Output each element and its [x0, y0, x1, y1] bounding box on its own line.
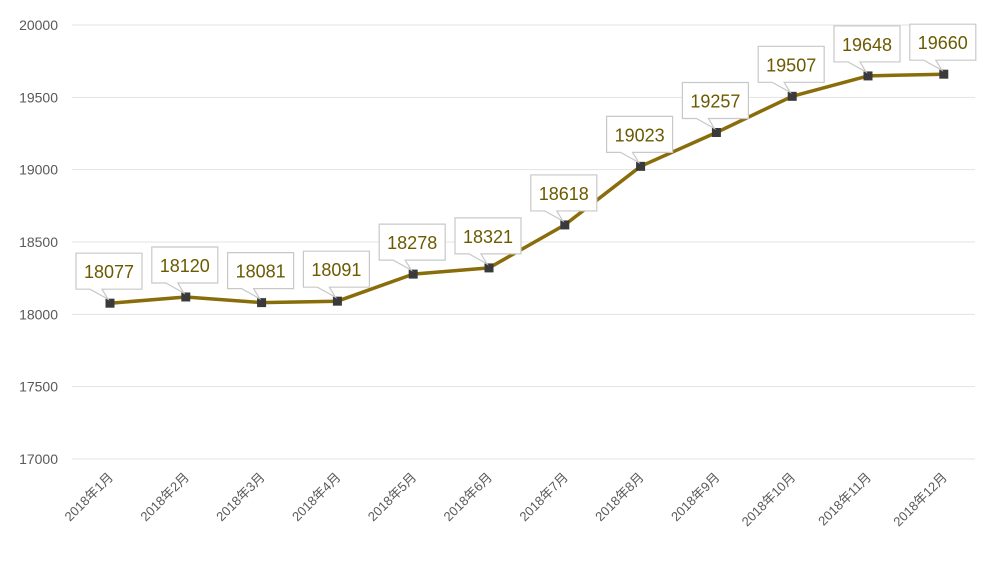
data-point-marker — [408, 269, 418, 279]
data-label-box — [606, 115, 674, 164]
data-point-marker — [332, 296, 342, 306]
data-label-box — [151, 246, 219, 295]
data-label: 18618 — [539, 184, 589, 204]
data-label-box — [75, 252, 143, 301]
y-tick-label: 18000 — [19, 306, 58, 322]
y-axis-tick-labels: 17000 17500 18000 18500 19000 19500 20000 — [19, 17, 58, 467]
data-point-marker — [484, 263, 494, 273]
data-label: 18120 — [160, 256, 210, 276]
data-markers — [105, 69, 949, 308]
data-point-marker — [636, 161, 646, 171]
y-tick-label: 19000 — [19, 162, 58, 178]
data-point-marker — [711, 127, 721, 137]
data-label: 18278 — [387, 233, 437, 253]
y-tick-label: 17000 — [19, 451, 58, 467]
data-label-box — [378, 223, 446, 272]
series-line-layer — [108, 72, 946, 305]
data-label-callout: 18321 — [454, 217, 522, 266]
data-label-callout: 19660 — [909, 23, 977, 72]
data-label: 18091 — [311, 260, 361, 280]
data-point-marker — [787, 91, 797, 101]
data-point-marker — [939, 69, 949, 79]
data-label-callout: 18091 — [302, 250, 370, 299]
y-tick-label: 17500 — [19, 379, 58, 395]
data-label-callout: 18077 — [75, 252, 143, 301]
data-label-callout: 18278 — [378, 223, 446, 272]
data-label-box — [681, 81, 749, 131]
data-label-box — [302, 250, 370, 299]
data-label-callout: 18120 — [151, 246, 219, 295]
data-point-marker — [257, 298, 267, 308]
data-label-box — [757, 45, 825, 94]
data-label: 18081 — [236, 262, 286, 282]
data-label-box — [530, 174, 598, 223]
y-tick-label: 19500 — [19, 89, 58, 105]
data-point-marker — [863, 71, 873, 81]
data-label-callout: 19648 — [833, 25, 901, 74]
data-label: 19257 — [690, 91, 740, 111]
data-label-callout: 19507 — [757, 45, 825, 94]
data-label-callout: 18618 — [530, 174, 598, 223]
data-label: 18077 — [84, 262, 134, 282]
data-label: 18321 — [463, 227, 513, 247]
data-label-callout: 19257 — [681, 81, 749, 131]
series-line — [108, 72, 946, 305]
data-label-box — [227, 252, 295, 301]
y-tick-label: 20000 — [19, 17, 58, 33]
data-label-callout: 18081 — [227, 252, 295, 301]
data-label: 19648 — [842, 35, 892, 55]
data-label-callout: 19023 — [606, 115, 674, 164]
data-labels: 18077 18120 18081 18091 18278 18321 18618 19023… — [75, 23, 977, 301]
data-point-marker — [181, 292, 191, 302]
gridlines — [72, 24, 975, 460]
data-label-box — [833, 25, 901, 74]
data-label: 19023 — [615, 125, 665, 145]
data-point-marker — [105, 298, 115, 308]
data-label: 19660 — [918, 33, 968, 53]
data-label-box — [454, 217, 522, 266]
data-label: 19507 — [766, 55, 816, 75]
data-point-marker — [560, 220, 570, 230]
y-tick-label: 18500 — [19, 234, 58, 250]
data-label-box — [909, 23, 977, 72]
